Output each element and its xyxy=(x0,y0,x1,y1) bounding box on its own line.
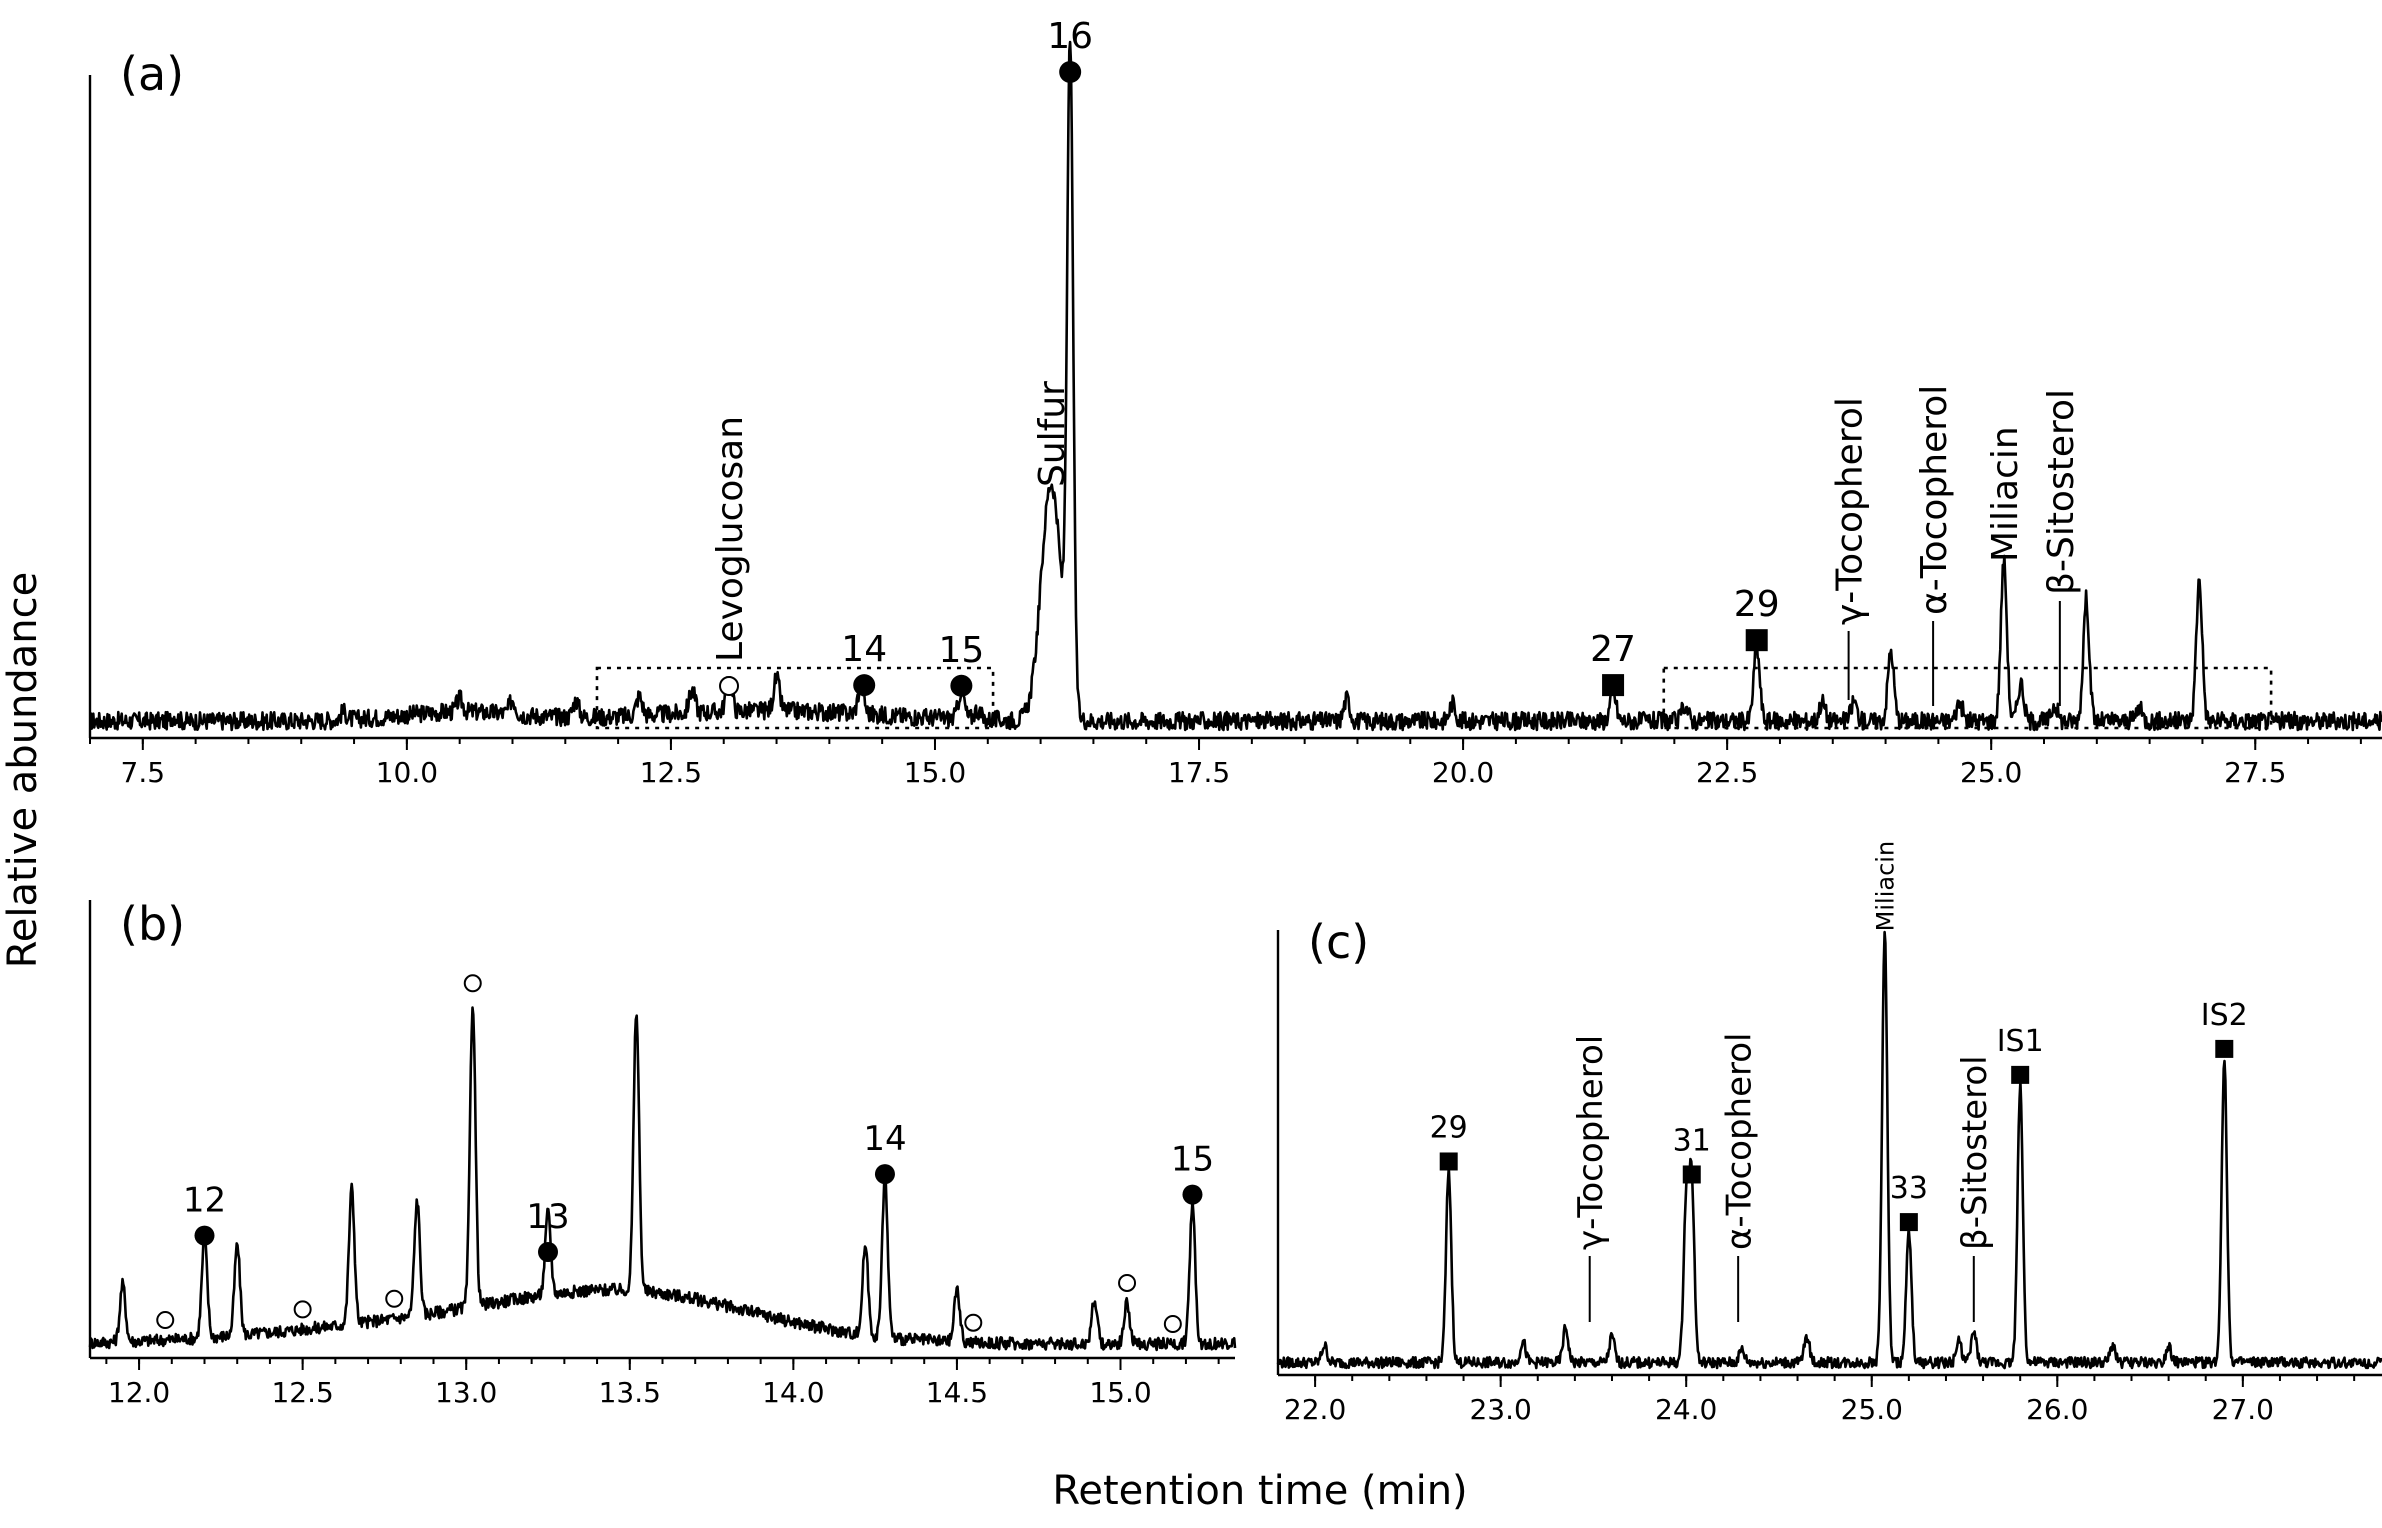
y-axis-label: Relative abundance xyxy=(0,572,46,968)
x-tick-label: 17.5 xyxy=(1168,756,1230,789)
filled-square-marker xyxy=(2011,1065,2030,1084)
peak-label: 13 xyxy=(526,1197,569,1237)
x-tick-label: 27.0 xyxy=(2212,1393,2274,1426)
panel-a-letter: (a) xyxy=(120,47,184,101)
open-circle-marker xyxy=(719,676,740,696)
compound-label: γ-Tocopherol xyxy=(1571,1035,1611,1250)
peak-label: 14 xyxy=(841,629,887,670)
filled-circle-marker xyxy=(853,674,876,697)
x-tick-label: 10.0 xyxy=(376,756,438,789)
compound-label: α-Tocopherol xyxy=(1719,1033,1759,1251)
panel-c: 22.0 23.0 24.0 25.0 26.0 27.0 29 31 33 IS1 IS2 Mili… xyxy=(1276,841,2382,1426)
compound-label: Levoglucosan xyxy=(710,416,751,662)
x-tick-label: 23.0 xyxy=(1469,1393,1531,1426)
chromatogram-trace xyxy=(1276,930,2382,1370)
compound-label: Miliacin xyxy=(1985,426,2026,562)
x-tick-label: 20.0 xyxy=(1432,756,1494,789)
x-tick-label: 24.0 xyxy=(1655,1393,1717,1426)
peak-label: 29 xyxy=(1430,1110,1468,1145)
open-circle-marker xyxy=(1118,1273,1137,1292)
open-circle-marker xyxy=(1163,1314,1182,1333)
x-tick-label: 15.0 xyxy=(904,756,966,789)
peak-label: 33 xyxy=(1890,1171,1928,1206)
compound-label: γ-Tocopherol xyxy=(1830,397,1871,625)
open-circle-marker xyxy=(463,974,482,993)
filled-square-marker xyxy=(1899,1213,1918,1232)
peak-label: 12 xyxy=(183,1181,226,1221)
peak-label: 15 xyxy=(1171,1140,1214,1180)
filled-circle-marker xyxy=(1182,1184,1203,1205)
x-tick-label: 12.5 xyxy=(640,756,702,789)
x-tick-label: 25.0 xyxy=(1841,1393,1903,1426)
filled-square-marker xyxy=(2215,1039,2234,1058)
x-tick-label: 22.5 xyxy=(1696,756,1758,789)
x-tick-label: 25.0 xyxy=(1960,756,2022,789)
panel-c-letter: (c) xyxy=(1308,915,1369,969)
peak-label: 16 xyxy=(1047,16,1093,57)
peak-label: 31 xyxy=(1673,1123,1711,1158)
x-tick-label: 27.5 xyxy=(2224,756,2286,789)
x-tick-label: 12.5 xyxy=(271,1376,333,1409)
filled-square-marker xyxy=(1745,629,1768,652)
x-tick-label: 13.0 xyxy=(435,1376,497,1409)
panel-b: 12.0 12.5 13.0 13.5 14.0 14.5 15.0 12 13 14 15 xyxy=(88,900,1237,1409)
filled-circle-marker xyxy=(538,1242,558,1262)
filled-circle-marker xyxy=(874,1164,895,1185)
x-tick-label: 26.0 xyxy=(2026,1393,2088,1426)
filled-circle-marker xyxy=(194,1225,215,1246)
x-tick-label: 7.5 xyxy=(121,756,166,789)
compound-label: Miliacin xyxy=(1871,841,1899,932)
filled-circle-marker xyxy=(950,674,973,697)
open-circle-marker xyxy=(293,1300,312,1319)
peak-label: IS1 xyxy=(1997,1024,2044,1059)
compound-label: α-Tocopherol xyxy=(1914,385,1955,615)
filled-circle-marker xyxy=(1059,61,1082,83)
filled-square-marker xyxy=(1602,674,1625,697)
x-tick-label: 22.0 xyxy=(1284,1393,1346,1426)
compound-label: Sulfur xyxy=(1032,381,1073,487)
x-tick-label: 13.5 xyxy=(599,1376,661,1409)
chromatogram-trace xyxy=(88,1006,1237,1352)
peak-label: 14 xyxy=(863,1119,906,1159)
zoom-region-box xyxy=(595,666,995,730)
open-circle-marker xyxy=(156,1311,175,1330)
filled-square-marker xyxy=(1682,1165,1701,1184)
chromatogram-trace xyxy=(89,40,2382,732)
peak-label: 27 xyxy=(1590,629,1636,670)
peak-label: 29 xyxy=(1734,584,1780,625)
filled-square-marker xyxy=(1439,1152,1458,1171)
x-tick-label: 14.0 xyxy=(762,1376,824,1409)
panel-b-letter: (b) xyxy=(120,897,185,951)
compound-label: β-Sitosterol xyxy=(1955,1055,1995,1250)
zoom-region-box xyxy=(1662,666,2273,730)
x-axis-label: Retention time (min) xyxy=(1052,1468,1467,1514)
open-circle-marker xyxy=(964,1313,983,1332)
x-tick-label: 12.0 xyxy=(108,1376,170,1409)
panel-a: 7.5 10.0 12.5 15.0 17.5 20.0 22.5 25.0 27.5 16 14 1… xyxy=(88,16,2382,789)
compound-label: β-Sitosterol xyxy=(2041,389,2082,595)
peak-label: IS2 xyxy=(2201,998,2248,1033)
peak-label: 15 xyxy=(938,630,984,671)
open-circle-marker xyxy=(385,1289,404,1308)
x-tick-label: 14.5 xyxy=(926,1376,988,1409)
x-tick-label: 15.0 xyxy=(1089,1376,1151,1409)
